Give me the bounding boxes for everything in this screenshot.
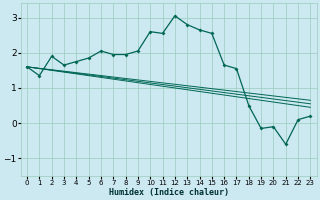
X-axis label: Humidex (Indice chaleur): Humidex (Indice chaleur) bbox=[109, 188, 229, 197]
